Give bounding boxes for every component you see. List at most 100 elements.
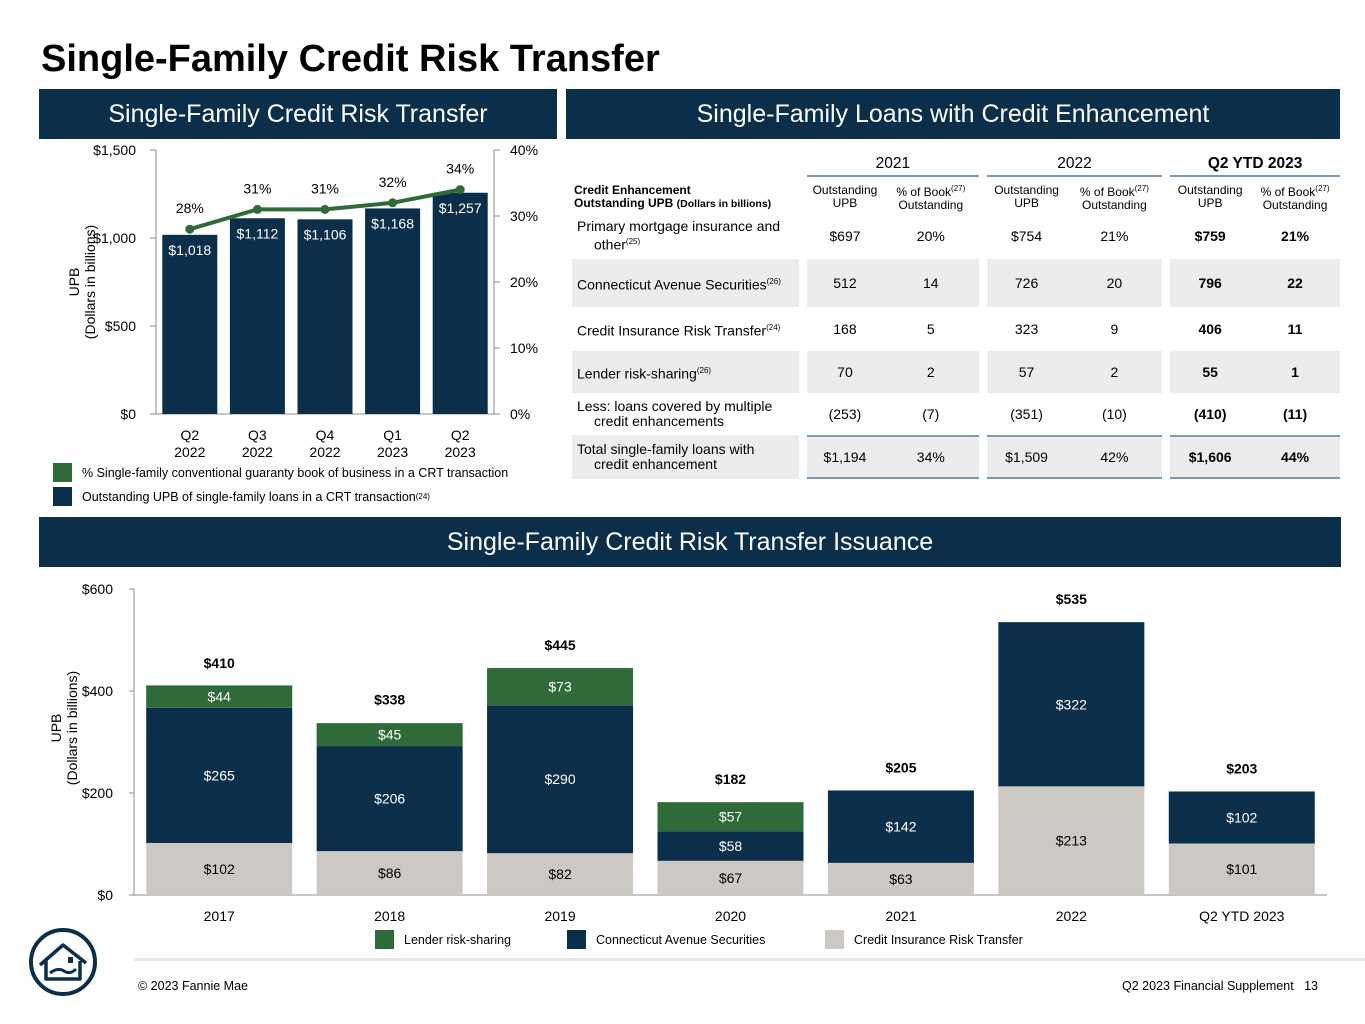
upb-bar: [297, 219, 353, 414]
table-cell: 9: [1110, 321, 1119, 337]
legend-item-cirt: Credit Insurance Risk Transfer: [825, 930, 1023, 949]
upb-bar: [432, 192, 488, 414]
segment-value-label: $102: [1226, 809, 1257, 825]
legend-label-crt-upb: Outstanding UPB of single-family loans i…: [82, 489, 416, 504]
upb-bar-value-label: $1,106: [304, 226, 347, 242]
lender-risk-sharing-bar-segment: [487, 668, 634, 706]
legend-swatch-green: [53, 463, 72, 482]
crt-issuance-chart: $0 $200 $400 $600 UPB(Dollars in billions) $1…: [48, 581, 1327, 924]
bar-total-label: $535: [1056, 591, 1087, 607]
credit-enhancement-banner: Single-Family Loans with Credit Enhancem…: [566, 89, 1340, 139]
segment-value-label: $102: [204, 861, 235, 877]
upb-bar: [365, 208, 421, 414]
upb-bar-value-label: $1,018: [168, 242, 211, 258]
y-axis-label: UPB(Dollars in billions): [66, 225, 98, 339]
x-tick-label: 2022: [1056, 908, 1087, 924]
footer-doc-title: Q2 2023 Financial Supplement: [1122, 979, 1294, 993]
table-cell: 44%: [1250, 435, 1340, 479]
crt-pct-label: 31%: [243, 180, 271, 196]
cas-bar-segment: [487, 705, 634, 854]
segment-value-label: $44: [208, 689, 232, 705]
bar-total-label: $203: [1226, 760, 1257, 776]
legend-swatch-gray: [825, 930, 844, 949]
column-header-pct-of-book: % of Book(27) Outstanding: [896, 184, 966, 212]
table-cell: 22: [1250, 259, 1340, 307]
legend-item-crt-pct: % Single-family conventional guaranty bo…: [53, 463, 508, 482]
table-cell: 512: [806, 259, 883, 307]
table-cell: $697: [829, 228, 861, 244]
segment-value-label: $322: [1056, 696, 1087, 712]
table-cell: $1,606: [1170, 435, 1251, 479]
table-cell: (410): [1193, 406, 1227, 422]
x-tick-label: 2018: [374, 908, 405, 924]
cirt-bar-segment: [998, 786, 1145, 895]
legend-label: Lender risk-sharing: [404, 932, 511, 947]
row-label: Lender risk-sharing(26): [572, 351, 800, 393]
crt-pct-label: 31%: [311, 180, 339, 196]
footer-copyright: © 2023 Fannie Mae: [138, 979, 248, 993]
crt-pct-point: [320, 204, 330, 214]
cas-bar-segment: [657, 831, 804, 861]
upb-bar: [229, 218, 285, 414]
table-cell: 726: [986, 259, 1067, 307]
table-cell: (11): [1282, 406, 1308, 422]
x-tick-label: Q2 YTD 2023: [1199, 908, 1285, 924]
cirt-bar-segment: [1168, 843, 1315, 895]
table-row: Primary mortgage insurance and other(25) $…: [572, 213, 1340, 259]
legend-swatch-navy: [53, 487, 72, 506]
x-tick-label: Q3 2022: [242, 427, 273, 460]
table-cell: 20: [1066, 259, 1163, 307]
table-cell: 21%: [1281, 228, 1310, 244]
segment-value-label: $86: [378, 865, 402, 881]
upb-bar-value-label: $1,168: [371, 215, 414, 231]
header-label-unit: (Dollars in billions): [676, 197, 772, 210]
column-header-pct-of-book: % of Book(27) Outstanding: [1079, 184, 1149, 212]
y2-tick-label: 30%: [510, 208, 538, 224]
cirt-bar-segment: [827, 862, 974, 895]
y-tick-label: $500: [105, 318, 136, 334]
lender-risk-sharing-bar-segment: [316, 723, 463, 747]
upb-bar-value-label: $1,112: [237, 225, 279, 241]
x-tick-label: 2019: [544, 908, 575, 924]
table-cell: (10): [1101, 406, 1127, 422]
x-tick-label: 2017: [204, 908, 235, 924]
segment-value-label: $63: [889, 871, 913, 887]
y2-tick-label: 0%: [510, 406, 530, 422]
bar-total-label: $182: [715, 771, 746, 787]
cas-bar-segment: [1168, 791, 1315, 844]
y-axis-label: UPB(Dollars in billions): [48, 671, 80, 785]
table-cell: 34%: [882, 435, 979, 479]
table-cell: $1,194: [806, 435, 883, 479]
upb-bar: [162, 234, 218, 414]
segment-value-label: $45: [378, 727, 402, 743]
row-label: Total single-family loans with credit enh…: [572, 435, 800, 479]
x-tick-label: Q1 2023: [377, 427, 408, 460]
column-header-outstanding-upb: Outstanding UPB: [812, 183, 878, 210]
table-cell: 20%: [916, 228, 945, 244]
legend-item-cas: Connecticut Avenue Securities: [567, 930, 765, 949]
crt-pct-point: [455, 185, 465, 195]
table-cell: 21%: [1100, 228, 1129, 244]
table-cell: $759: [1194, 228, 1226, 244]
header-label-line1: Credit Enhancement: [574, 182, 691, 197]
crt-pct-point: [388, 198, 398, 208]
column-header-row: Credit Enhancement Outstanding UPB (Doll…: [572, 177, 1340, 213]
legend-footnote: (24): [415, 492, 430, 501]
table-row: Lender risk-sharing(26) 70 2 57 2 55 1: [572, 351, 1340, 393]
table-cell: $1,509: [986, 435, 1067, 479]
table-cell: 42%: [1066, 435, 1163, 479]
column-header-outstanding-upb: Outstanding UPB: [994, 183, 1059, 210]
table-cell: 1: [1250, 351, 1340, 393]
segment-value-label: $290: [544, 771, 575, 787]
table-cell: (351): [1010, 406, 1043, 422]
table-row: Less: loans covered by multiple credit en…: [572, 393, 1340, 435]
y-tick-label: $400: [82, 683, 113, 699]
bar-total-label: $445: [544, 637, 575, 653]
y2-tick-label: 20%: [510, 274, 538, 290]
legend-swatch-green: [375, 930, 394, 949]
column-header-pct-of-book: % of Book(27) Outstanding: [1260, 184, 1330, 212]
y2-tick-label: 10%: [510, 340, 538, 356]
table-cell: 323: [1014, 321, 1039, 337]
segment-value-label: $73: [548, 679, 572, 695]
table-row: Total single-family loans with credit enh…: [572, 435, 1340, 479]
